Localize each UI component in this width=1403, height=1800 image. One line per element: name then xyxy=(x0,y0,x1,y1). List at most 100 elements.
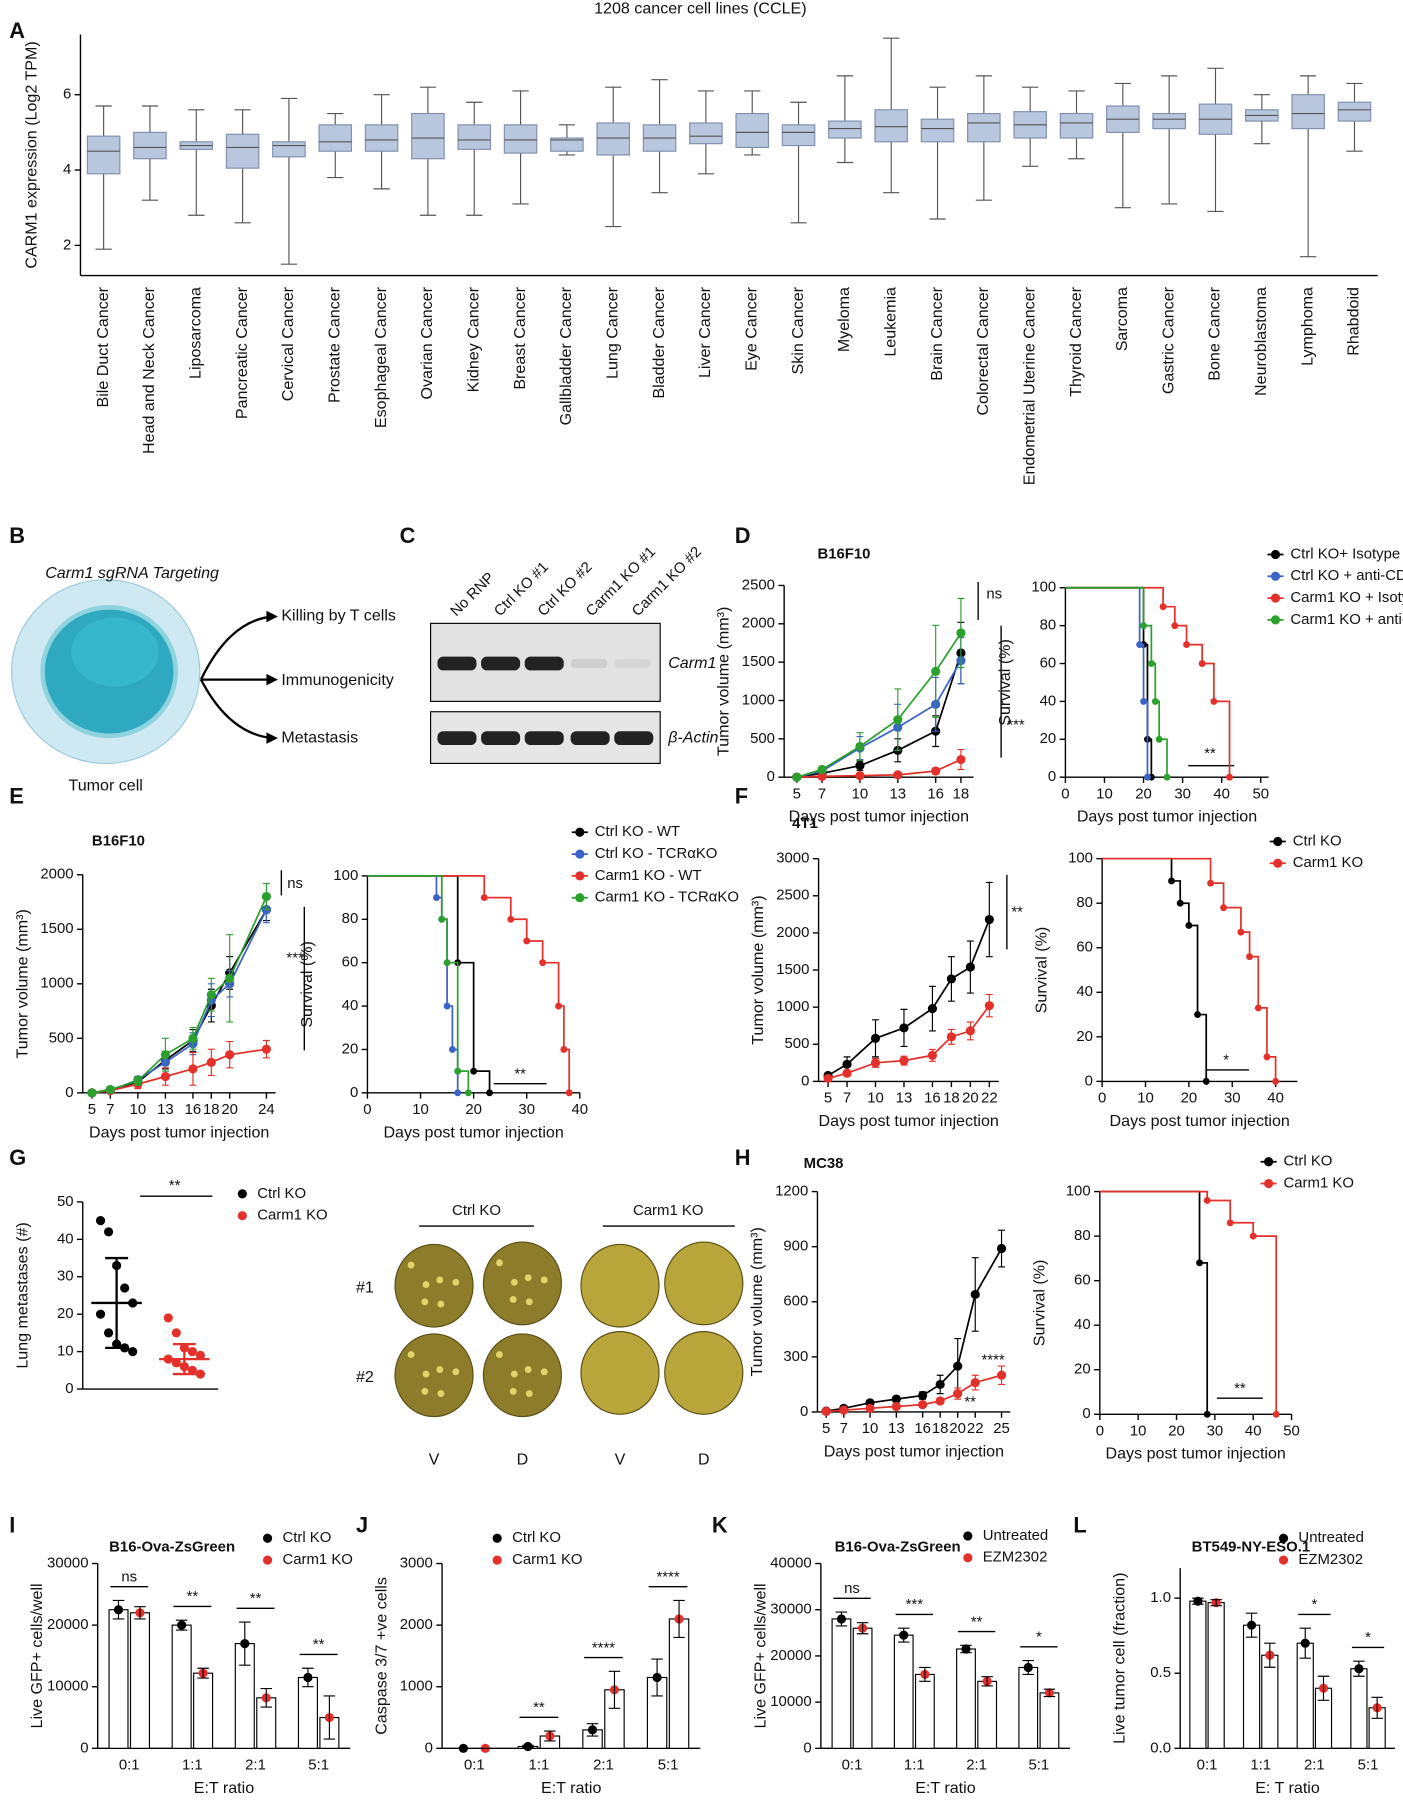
x-axis-label: E: T ratio xyxy=(1255,1779,1320,1797)
bar xyxy=(977,1680,998,1749)
legend-marker xyxy=(1278,1555,1289,1565)
point xyxy=(899,1023,909,1033)
error-bar xyxy=(1353,1660,1365,1677)
point xyxy=(105,1084,115,1095)
y-axis-label: Tumor volume (mm³) xyxy=(748,1227,766,1376)
point xyxy=(996,1243,1007,1254)
legend-label: Carm1 KO xyxy=(1284,1174,1354,1191)
box xyxy=(967,112,1001,143)
metastasis-spot xyxy=(407,1261,415,1269)
box xyxy=(272,141,306,158)
x-tick-label: 18 xyxy=(932,1420,949,1437)
survival-curve xyxy=(367,875,459,1093)
x-tick-label: 5 xyxy=(822,1420,830,1437)
error-bar xyxy=(197,1667,209,1679)
x-tick-label: 2:1 xyxy=(966,1756,987,1773)
outcome: Killing by T cells xyxy=(281,607,396,625)
point xyxy=(893,715,903,725)
x-tick-label: Gallbladder Cancer xyxy=(557,286,575,425)
panel-label: G xyxy=(9,1145,26,1170)
point xyxy=(965,962,975,972)
point xyxy=(1168,877,1175,885)
point xyxy=(163,1313,173,1323)
panel-label: F xyxy=(735,784,748,809)
survival-curve xyxy=(1099,1190,1278,1415)
x-tick-label: 7 xyxy=(840,1420,848,1437)
legend-marker xyxy=(575,871,585,881)
point xyxy=(443,1002,451,1010)
point xyxy=(95,1216,106,1226)
row-label: #2 xyxy=(356,1368,374,1386)
point xyxy=(1203,1410,1211,1418)
x-tick-label: 50 xyxy=(1283,1422,1300,1439)
y-tick-label: 40 xyxy=(1076,983,1093,1000)
error-bar xyxy=(651,1658,663,1697)
metastasis-spot xyxy=(525,1390,533,1398)
point xyxy=(1196,1259,1203,1267)
y-axis-label: Lung metastases (#) xyxy=(13,1222,31,1368)
y-axis-label: Live tumor cell (fraction) xyxy=(1111,1573,1129,1744)
point xyxy=(1147,660,1155,667)
y-tick-label: 6 xyxy=(63,86,71,103)
y-tick-label: 2000 xyxy=(776,924,809,941)
point xyxy=(935,1396,945,1406)
point xyxy=(1207,879,1214,887)
survival-curve xyxy=(1102,857,1208,1082)
y-tick-label: 3000 xyxy=(400,1554,433,1571)
point xyxy=(996,1370,1007,1380)
panel-label: B xyxy=(9,523,25,548)
error-bar xyxy=(1317,1675,1330,1701)
legend-marker xyxy=(963,1531,973,1541)
x-tick-label: 2:1 xyxy=(593,1756,614,1773)
point xyxy=(1237,928,1245,936)
x-tick-label: Prostate Cancer xyxy=(326,286,344,403)
point xyxy=(195,1369,206,1379)
lung xyxy=(580,1243,660,1328)
arrows xyxy=(199,615,274,740)
point xyxy=(956,754,966,765)
x-tick-label: 20 xyxy=(962,1090,979,1107)
group-label: Ctrl KO xyxy=(452,1202,501,1219)
y-tick-label: 80 xyxy=(1040,617,1057,634)
point xyxy=(1151,697,1159,705)
metastasis-spot xyxy=(436,1276,444,1284)
point xyxy=(438,915,446,923)
y-tick-label: 0 xyxy=(65,1084,73,1101)
y-axis-label: Survival (%) xyxy=(298,941,316,1028)
nucleus-highlight xyxy=(71,617,159,687)
significance: ** xyxy=(169,1177,181,1194)
significance: ** xyxy=(250,1590,262,1607)
point xyxy=(1136,641,1144,649)
box xyxy=(920,118,955,143)
x-tick-label: Myeloma xyxy=(835,287,853,352)
point xyxy=(464,1089,472,1097)
point xyxy=(1249,1232,1257,1240)
legend-label: Carm1 KO xyxy=(1293,854,1363,871)
metastasis-spot xyxy=(437,1300,445,1308)
x-tick-label: 13 xyxy=(890,785,907,802)
x-tick-label: 5 xyxy=(793,785,801,802)
x-tick-label: 20 xyxy=(1181,1090,1198,1107)
point xyxy=(523,937,531,945)
point xyxy=(984,914,994,925)
metastasis-spot xyxy=(510,1278,518,1286)
y-tick-label: 1000 xyxy=(776,998,809,1015)
point xyxy=(87,1088,97,1098)
box xyxy=(781,124,816,147)
legend-label: Carm1 KO - TCRαKO xyxy=(595,889,739,906)
y-tick-label: 900 xyxy=(783,1238,808,1255)
legend-label: Ctrl KO xyxy=(257,1185,306,1202)
x-tick-label: 10 xyxy=(1137,1090,1154,1107)
point xyxy=(225,973,235,983)
x-tick-label: 24 xyxy=(258,1101,275,1118)
point xyxy=(443,959,451,967)
x-tick-label: Neuroblastoma xyxy=(1252,287,1270,396)
error-bar xyxy=(1210,1599,1222,1607)
significance: **** xyxy=(981,1351,1004,1368)
y-tick-label: 1500 xyxy=(776,961,809,978)
x-tick-label: 20 xyxy=(949,1420,966,1437)
bar xyxy=(831,1618,852,1749)
point xyxy=(953,1389,963,1399)
y-tick-label: 10000 xyxy=(47,1678,88,1695)
metastasis-spot xyxy=(436,1366,444,1373)
